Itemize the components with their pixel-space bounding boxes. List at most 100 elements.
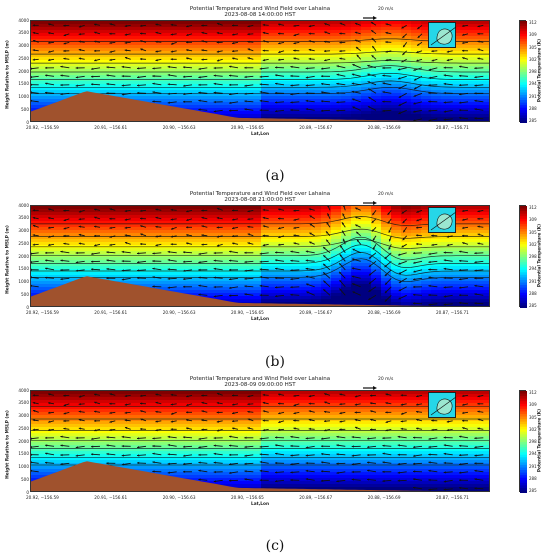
wind-arrowhead <box>213 74 216 77</box>
heatmap-cell <box>361 275 372 279</box>
wind-arrowhead <box>336 73 339 76</box>
heatmap-cell <box>131 409 142 413</box>
wind-arrowhead <box>109 226 112 229</box>
heatmap-cell <box>201 266 212 270</box>
heatmap-cell <box>111 448 122 452</box>
heatmap-cell <box>231 296 242 300</box>
wind-arrowhead <box>459 101 462 104</box>
heatmap-cell <box>41 260 52 264</box>
wind-arrowhead <box>201 216 204 219</box>
heatmap-cell <box>271 281 282 285</box>
heatmap-cell <box>201 227 212 231</box>
heatmap-cell <box>41 75 52 79</box>
wind-arrowhead <box>31 83 32 86</box>
heatmap-cell <box>311 27 322 31</box>
heatmap-cell <box>111 221 122 225</box>
heatmap-cell <box>351 284 362 288</box>
wind-arrowhead <box>155 23 158 26</box>
heatmap-cell <box>211 75 222 79</box>
heatmap-cell <box>31 102 42 106</box>
heatmap-cell <box>331 78 342 82</box>
heatmap-cell <box>221 215 232 219</box>
heatmap-cell <box>221 75 232 79</box>
heatmap-cell <box>91 209 102 213</box>
heatmap-cell <box>381 254 392 258</box>
wind-arrowhead <box>33 224 36 228</box>
heatmap-cell <box>31 209 42 213</box>
heatmap-cell <box>331 257 342 261</box>
heatmap-cell <box>151 433 162 437</box>
heatmap-cell <box>131 248 142 252</box>
heatmap-cell <box>141 45 152 49</box>
heatmap-cell <box>441 72 452 76</box>
heatmap-cell <box>391 27 402 31</box>
heatmap-cell <box>161 96 172 100</box>
y-tick-label: 0 <box>26 119 29 125</box>
heatmap-cell <box>391 36 402 40</box>
heatmap-cell <box>421 75 432 79</box>
heatmap-cell <box>301 287 312 291</box>
heatmap-cell <box>111 60 122 64</box>
heatmap-cell <box>211 236 222 240</box>
heatmap-cell <box>41 206 52 210</box>
wind-arrowhead <box>446 235 450 238</box>
heatmap-cell <box>251 293 262 297</box>
heatmap-cell <box>471 30 482 34</box>
heatmap-cell <box>391 305 402 306</box>
heatmap-cell <box>301 218 312 222</box>
heatmap-cell <box>311 24 322 28</box>
heatmap-cell <box>441 99 452 103</box>
heatmap-cell <box>471 218 482 222</box>
heatmap-cell <box>61 457 72 461</box>
heatmap-cell <box>341 302 352 306</box>
wind-arrowhead <box>152 100 155 103</box>
heatmap-cell <box>231 42 242 46</box>
chart-panel: Potential Temperature and Wind Field ove… <box>0 370 550 530</box>
reference-vector: 20 m/s <box>361 192 431 205</box>
heatmap-cell <box>211 48 222 52</box>
heatmap-cell <box>41 457 52 461</box>
wind-arrowhead <box>385 40 388 44</box>
heatmap-cell <box>121 36 132 40</box>
heatmap-cell <box>161 90 172 94</box>
wind-arrowhead <box>352 106 355 109</box>
heatmap-cell <box>31 81 42 85</box>
heatmap-cell <box>421 230 432 234</box>
heatmap-cell <box>481 54 489 58</box>
wind-arrowhead <box>462 242 465 245</box>
wind-arrowhead <box>309 223 313 226</box>
heatmap-cell <box>331 239 342 243</box>
heatmap-cell <box>131 430 142 434</box>
y-tick-label: 2500 <box>18 55 29 61</box>
wind-arrowhead <box>290 84 293 87</box>
heatmap-cell <box>421 114 432 118</box>
heatmap-cell <box>471 266 482 270</box>
heatmap-cell <box>121 236 132 240</box>
wind-arrowhead <box>416 219 419 222</box>
heatmap-cell <box>371 60 382 64</box>
heatmap-cell <box>91 45 102 49</box>
heatmap-cell <box>111 27 122 31</box>
heatmap-cell <box>331 24 342 28</box>
heatmap-cell <box>171 257 182 261</box>
inset-map <box>428 22 457 48</box>
heatmap-cell <box>251 39 262 43</box>
heatmap-cell <box>121 227 132 231</box>
heatmap-cell <box>361 78 372 82</box>
heatmap-cell <box>241 263 252 267</box>
heatmap-cell <box>151 75 162 79</box>
heatmap-cell <box>311 263 322 267</box>
wind-arrowhead <box>446 50 450 53</box>
heatmap-cell <box>171 87 182 91</box>
heatmap-cell <box>221 66 232 70</box>
heatmap-cell <box>361 54 372 58</box>
heatmap-cell <box>51 72 62 76</box>
heatmap-cell <box>121 433 132 437</box>
heatmap-cell <box>311 69 322 73</box>
isotherm-contour <box>31 38 489 42</box>
heatmap-cell <box>51 84 62 88</box>
heatmap-cell <box>301 87 312 91</box>
heatmap-cell <box>481 108 489 112</box>
wind-arrowhead <box>183 260 186 263</box>
heatmap-cell <box>291 236 302 240</box>
